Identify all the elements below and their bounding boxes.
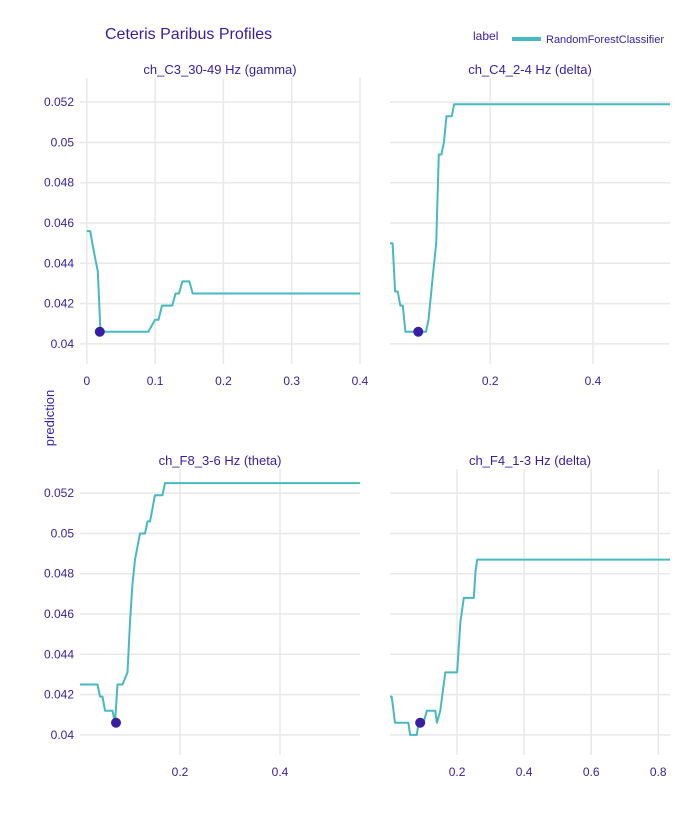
y-tick-label: 0.04 (51, 728, 75, 742)
y-tick-label: 0.048 (44, 176, 74, 190)
profile-line (390, 103, 670, 333)
x-tick-label: 0.6 (583, 765, 600, 779)
panel-subtitle: ch_C4_2-4 Hz (delta) (468, 62, 592, 77)
x-tick-label: 0.8 (650, 765, 667, 779)
chart-title: Ceteris Paribus Profiles (105, 26, 272, 43)
y-axis-label: prediction (42, 390, 57, 446)
profile-line (86, 230, 360, 333)
panel-subtitle: ch_F8_3-6 Hz (theta) (159, 453, 282, 468)
y-tick-label: 0.044 (44, 647, 74, 661)
panel-subtitle: ch_F4_1-3 Hz (delta) (469, 453, 591, 468)
y-tick-label: 0.052 (44, 486, 74, 500)
x-tick-label: 0.4 (352, 374, 369, 388)
panel-3[interactable]: 0.2 0.4 0.04 0.042 0.044 0.046 0.048 0.05 0.052 c… (44, 453, 360, 779)
y-tick-label: 0.046 (44, 216, 74, 230)
observation-point (111, 717, 121, 728)
y-tick-label: 0.048 (44, 567, 74, 581)
y-tick-label: 0.044 (44, 256, 74, 270)
x-tick-label: 0.2 (172, 765, 189, 779)
panel-subtitle: ch_C3_30-49 Hz (gamma) (143, 62, 296, 77)
profile-line (390, 558, 670, 736)
observation-point (94, 326, 105, 337)
x-tick-label: 0.2 (215, 374, 232, 388)
panel-4[interactable]: 0.2 0.4 0.6 0.8 ch_F4_1-3 Hz (delta) (390, 453, 670, 779)
x-tick-label: 0.4 (516, 765, 533, 779)
y-tick-label: 0.052 (44, 95, 74, 109)
x-tick-label: 0.2 (449, 765, 466, 779)
x-tick-label: 0.1 (147, 374, 164, 388)
legend-title: label (473, 29, 498, 43)
y-tick-label: 0.04 (51, 337, 75, 351)
x-tick-label: 0.2 (482, 374, 499, 388)
x-tick-label: 0.3 (283, 374, 300, 388)
x-tick-label: 0 (83, 374, 90, 388)
y-tick-label: 0.05 (51, 526, 75, 540)
legend-entry-randomforestclassifier: RandomForestClassifier (546, 34, 664, 46)
profile-line (80, 482, 360, 724)
observation-point (413, 326, 424, 337)
y-tick-label: 0.05 (51, 135, 75, 149)
y-tick-label: 0.042 (44, 688, 74, 702)
legend[interactable]: label RandomForestClassifier (473, 29, 664, 46)
x-tick-label: 0.4 (272, 765, 289, 779)
observation-point (415, 717, 426, 728)
panel-2[interactable]: 0.2 0.4 ch_C4_2-4 Hz (delta) (390, 62, 670, 388)
panel-1[interactable]: 0 0.1 0.2 0.3 0.4 0.04 0.042 0.044 0.046 0.048 0.0… (44, 62, 369, 388)
x-tick-label: 0.4 (585, 374, 602, 388)
y-tick-label: 0.046 (44, 607, 74, 621)
y-tick-label: 0.042 (44, 297, 74, 311)
